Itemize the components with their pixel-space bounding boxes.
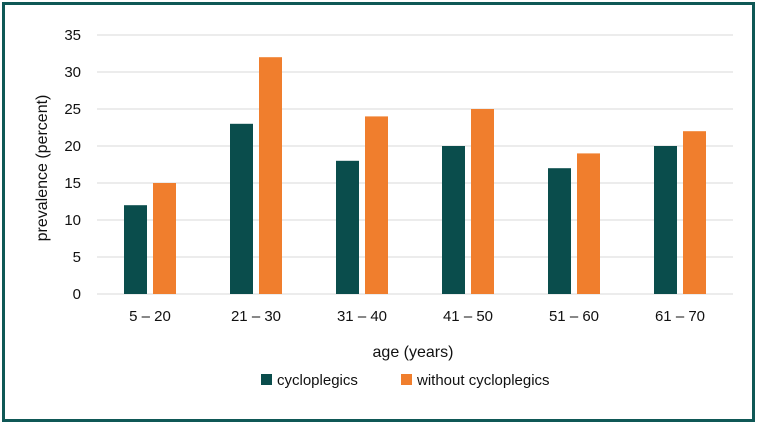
y-tick-label: 0 (73, 286, 81, 303)
bar-chart: 0 5 10 15 20 25 30 35 5 – 20 21 – 30 31 – 40 41 – … (34, 27, 733, 389)
y-axis-title: prevalence (percent) (34, 95, 51, 242)
bar-without-cycloplegics (683, 131, 706, 294)
y-tick-label: 30 (64, 64, 81, 81)
bar-without-cycloplegics (577, 153, 600, 294)
legend-swatch (401, 374, 412, 385)
y-axis-ticks: 0 5 10 15 20 25 30 35 (64, 27, 81, 303)
bar-cycloplegics (230, 123, 253, 294)
y-tick-label: 25 (64, 101, 81, 118)
legend-label: without cycloplegics (416, 372, 550, 389)
bar-cycloplegics (548, 168, 571, 294)
x-tick-label: 21 – 30 (231, 308, 281, 325)
bar-without-cycloplegics (365, 116, 388, 295)
x-axis-ticks: 5 – 20 21 – 30 31 – 40 41 – 50 51 – 60 61 – 7… (129, 308, 705, 325)
bar-without-cycloplegics (153, 183, 176, 294)
y-tick-label: 20 (64, 138, 81, 155)
legend: cycloplegics without cycloplegics (261, 372, 550, 389)
bar-cycloplegics (336, 160, 359, 294)
legend-label: cycloplegics (277, 372, 358, 389)
y-tick-label: 35 (64, 27, 81, 44)
bar-cycloplegics (442, 146, 465, 294)
x-tick-label: 31 – 40 (337, 308, 387, 325)
x-tick-label: 5 – 20 (129, 308, 171, 325)
y-tick-label: 5 (73, 249, 81, 266)
y-tick-label: 15 (64, 175, 81, 192)
x-tick-label: 61 – 70 (655, 308, 705, 325)
x-axis-title: age (years) (373, 344, 454, 361)
bar-without-cycloplegics (259, 57, 282, 295)
gridlines (97, 34, 733, 295)
bars (124, 57, 706, 295)
x-tick-label: 41 – 50 (443, 308, 493, 325)
y-tick-label: 10 (64, 212, 81, 229)
bar-cycloplegics (654, 146, 677, 294)
bar-cycloplegics (124, 205, 147, 294)
legend-swatch (261, 374, 272, 385)
bar-without-cycloplegics (471, 109, 494, 294)
x-tick-label: 51 – 60 (549, 308, 599, 325)
